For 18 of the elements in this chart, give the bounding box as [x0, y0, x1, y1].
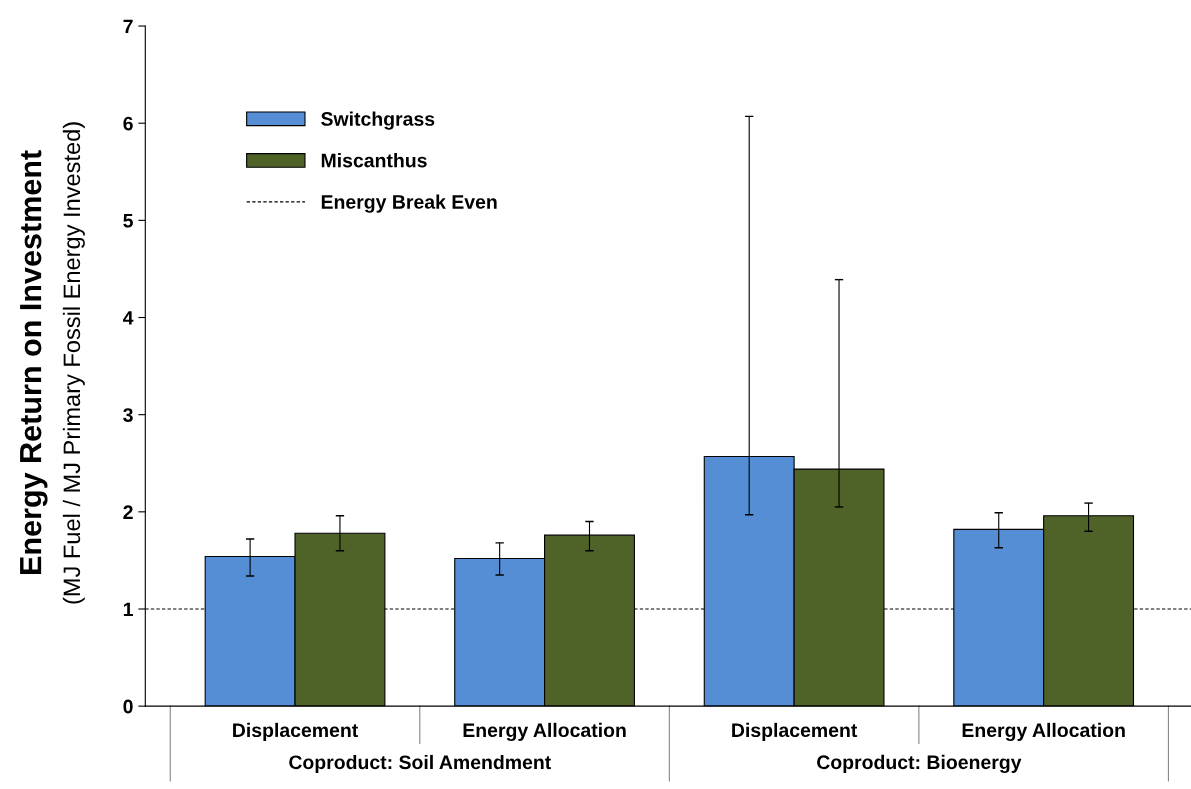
y-tick-label: 5	[123, 214, 133, 228]
y-tick-label: 0	[123, 699, 133, 714]
y-axis-title: Energy Return on Investment (MJ Fuel / MJ Primary Fossil Energy Invested)	[20, 122, 85, 604]
y-tick-label: 7	[123, 19, 133, 34]
legend-label: Energy Break Even	[321, 194, 497, 213]
x-tick-label: Energy Allocation	[962, 722, 1125, 742]
x-tick-label: Displacement	[732, 722, 858, 741]
legend-label: Miscanthus	[321, 153, 427, 168]
x-tick-label: Energy Allocation	[463, 722, 626, 742]
y-tick-label: 4	[122, 311, 134, 325]
y-tick-label: 1	[123, 602, 133, 617]
y-tick-label: 6	[123, 116, 133, 131]
y-tick-label: 2	[123, 505, 133, 519]
text: Coproduct: Bioenergy	[817, 754, 1022, 774]
legend-label: Switchgrass	[321, 111, 435, 130]
x-tick-label: Displacement	[233, 722, 359, 741]
text: Coproduct: Soil Amendment	[289, 754, 551, 774]
y-tick-label: 3	[123, 408, 133, 422]
